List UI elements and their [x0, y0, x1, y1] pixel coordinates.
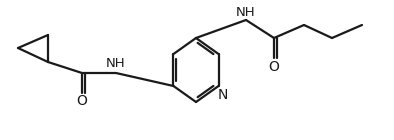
Text: O: O [76, 94, 87, 108]
Text: NH: NH [236, 5, 256, 18]
Text: NH: NH [106, 57, 126, 69]
Text: N: N [217, 88, 228, 102]
Text: O: O [269, 60, 279, 74]
